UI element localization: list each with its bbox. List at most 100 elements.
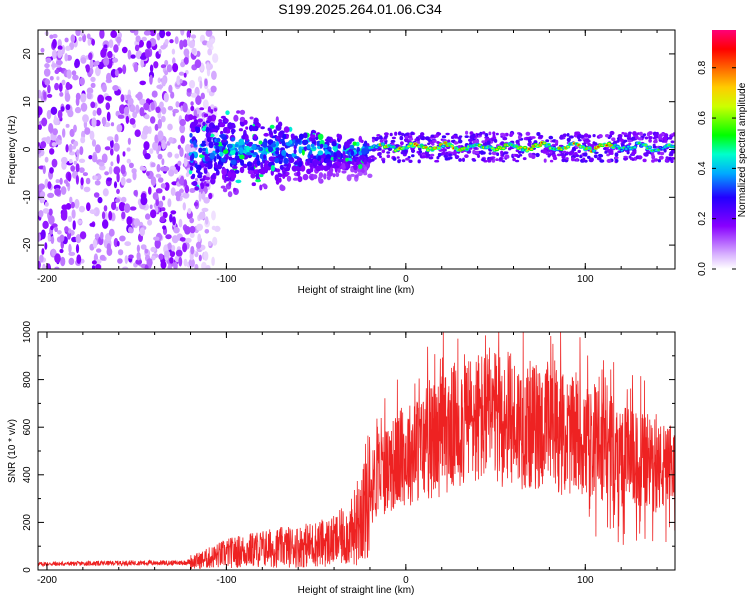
spectrogram-cell (40, 47, 45, 53)
spectrogram-cell (632, 131, 637, 136)
spectrogram-cell (379, 139, 384, 143)
spectrogram-cell (93, 192, 100, 198)
spectrogram-cell (382, 159, 386, 164)
spectrogram-cell (101, 211, 106, 220)
spectrogram-cell (69, 128, 75, 138)
spectrogram-cell (218, 119, 223, 123)
spectrogram-cell (454, 147, 458, 150)
spectrogram-cell (282, 133, 287, 140)
spectrogram-cell (119, 235, 126, 242)
spectrogram-cell (60, 186, 67, 195)
spectrogram-cell (317, 150, 324, 156)
spectrogram-cell (389, 132, 393, 137)
spectrogram-cell (106, 177, 113, 182)
spectrogram-cell (83, 186, 91, 193)
spectrogram-cell (40, 141, 47, 149)
spectrogram-cell (61, 79, 66, 86)
spectrogram-cell (453, 150, 457, 155)
spectrogram-cell (239, 154, 245, 160)
spectrogram-cell (196, 50, 201, 58)
spectrogram-cell (130, 54, 136, 59)
spectrogram-cell (160, 64, 167, 69)
spectrogram-cell (565, 151, 569, 155)
spectrogram-cell (42, 165, 46, 175)
spectrogram-cell (70, 34, 76, 43)
spectrogram-cell (523, 146, 527, 149)
spectrogram-cell (85, 177, 91, 185)
spectrogram-cell (251, 143, 257, 150)
spectrogram-cell (195, 95, 202, 106)
spectrogram-cell (157, 77, 161, 84)
spectrogram-cell (670, 157, 675, 160)
spectrogram-cell (75, 175, 79, 185)
spectrogram-cell (92, 239, 98, 249)
spectrogram-cell (51, 158, 58, 168)
spectrogram-cell (57, 49, 63, 59)
spectrogram-cell (206, 88, 210, 93)
spectrogram-cell (399, 135, 404, 141)
spectrogram-cell (123, 203, 131, 214)
spectrogram-cell (96, 60, 100, 66)
spectrogram-cell (65, 123, 70, 128)
spectrogram-cell (367, 158, 373, 163)
spectrogram-cell (54, 266, 60, 269)
spectrogram-cell (133, 62, 139, 73)
spectrogram-cell (383, 136, 387, 140)
spectrogram-cell (38, 142, 41, 147)
spectrogram-cell (216, 137, 221, 143)
spectrogram-cell (207, 162, 213, 169)
spectrogram-cell (68, 143, 73, 153)
spectrogram-cell (189, 188, 196, 193)
spectrogram-cell (342, 151, 346, 158)
spectrogram-cell (132, 111, 138, 119)
spectrogram-cell (487, 140, 491, 144)
spectrogram-cell (548, 135, 554, 140)
spectrogram-cell (110, 161, 114, 167)
spectrogram-cell (270, 143, 277, 148)
spectrogram-cell (223, 149, 229, 154)
spectrogram-cell (603, 147, 607, 150)
spectrogram-cell (46, 109, 52, 120)
spectrogram-cell (129, 206, 137, 211)
spectrogram-cell (410, 131, 415, 136)
colorbar-gradient (712, 30, 736, 269)
spectrogram-cell (142, 125, 150, 135)
spectrogram-cell (236, 110, 241, 114)
spectrogram-cell (155, 173, 162, 178)
spectrogram-cell (588, 147, 591, 150)
spectrogram-cell (309, 167, 314, 173)
spectrogram-cell (197, 233, 202, 243)
spectrogram-cell (116, 188, 120, 194)
spectrogram-cell (332, 163, 338, 169)
spectrogram-cell (197, 118, 203, 123)
spectrogram-cell (672, 132, 675, 137)
spectrogram-cell (624, 148, 628, 150)
spectrogram-cell (44, 156, 49, 163)
spectrogram-cell (55, 179, 60, 184)
spectrogram-cell (432, 139, 437, 143)
spectrogram-cell (51, 248, 56, 257)
spectrogram-cell (116, 154, 120, 164)
spectrogram-cell (298, 160, 303, 167)
spectrogram-cell (185, 237, 192, 243)
spectrogram-cell (631, 158, 635, 161)
spectrogram-cell (161, 139, 166, 150)
spectrogram-cell (302, 173, 309, 181)
spectrogram-cell (199, 178, 205, 182)
spectrogram-cell (672, 145, 675, 148)
spectrogram-cell (80, 93, 87, 103)
spectrogram-cell (224, 118, 229, 123)
spectrogram-cell (411, 154, 415, 158)
spectrogram-cell (160, 207, 166, 212)
spectrogram-cell (57, 109, 63, 119)
spectrogram-cell (391, 136, 396, 140)
x-tick-label: 100 (577, 575, 594, 586)
spectrogram-cell (90, 101, 96, 109)
spectrogram-cell (596, 146, 600, 148)
spectrogram-cell (211, 210, 216, 221)
spectrogram-cell (148, 186, 152, 195)
spectrogram-cell (222, 187, 228, 193)
spectrogram-cell (379, 135, 383, 140)
spectrogram-cell (108, 228, 115, 237)
colorbar: 0.0 0.2 0.4 0.6 0.8 Normalized spectral ampl… (697, 30, 748, 276)
